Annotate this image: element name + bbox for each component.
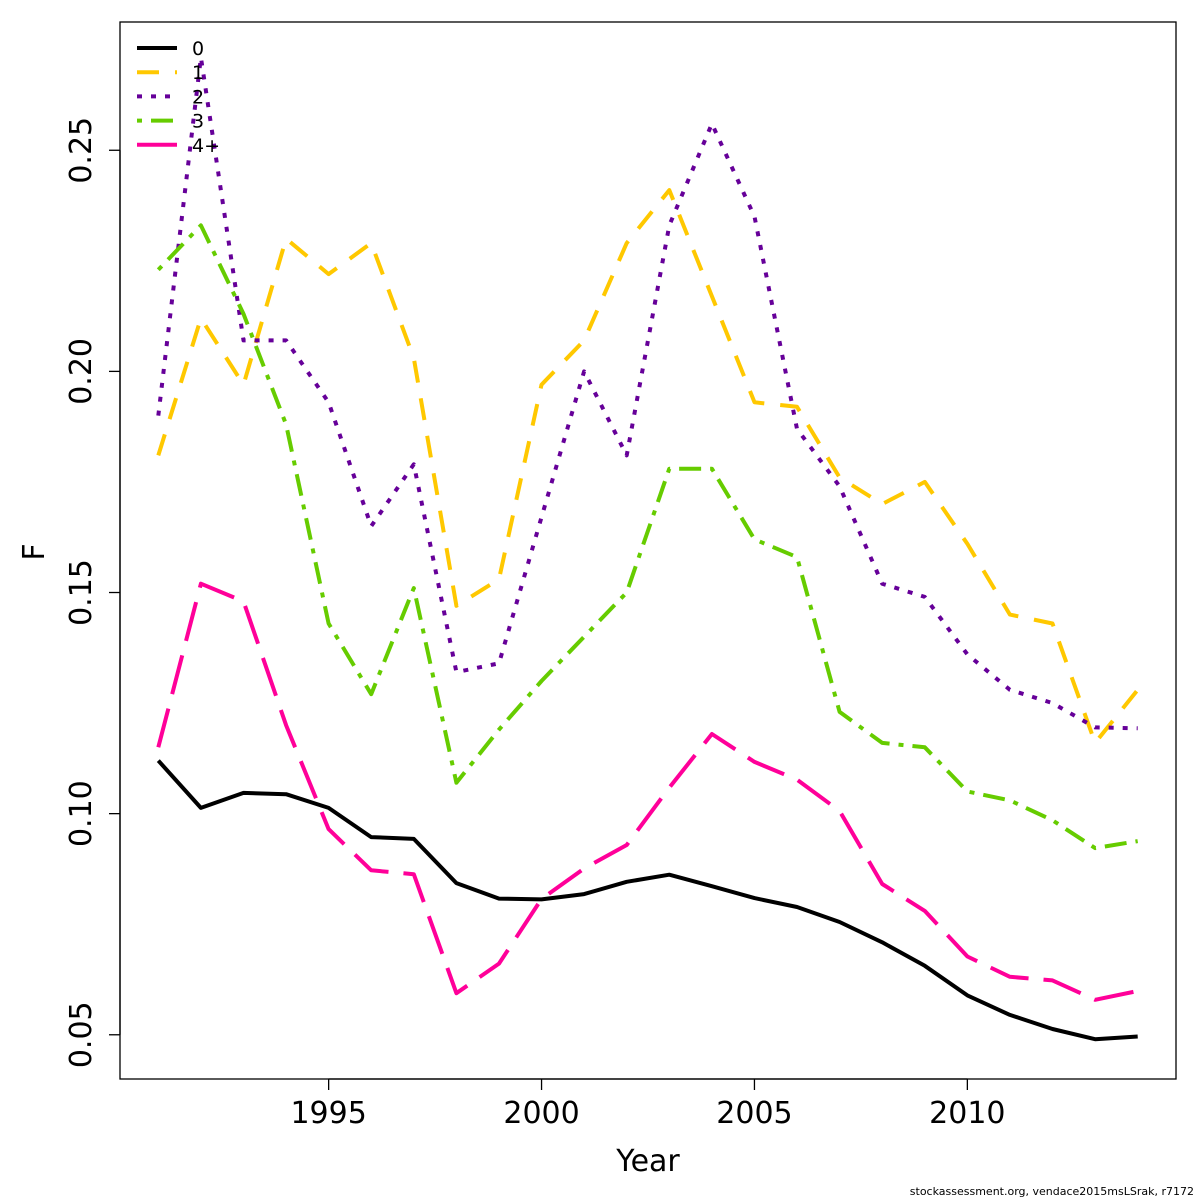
y-tick-label: 0.25 [64, 117, 99, 184]
y-tick-label: 0.20 [64, 338, 99, 405]
x-tick-label: 2010 [929, 1096, 1005, 1131]
x-axis: 1995 2000 2005 2010 [290, 1078, 1006, 1131]
legend: 012 34+ [137, 38, 220, 157]
x-tick-label: 2005 [716, 1096, 792, 1131]
series-line-3 [156, 223, 1139, 851]
legend-label: 0 [192, 38, 204, 60]
series-line-2 [156, 55, 1138, 731]
y-axis-title: F [17, 543, 52, 560]
x-axis-title: Year [615, 1144, 680, 1179]
series-line-1 [156, 188, 1140, 745]
y-axis: 0.05 0.10 0.15 0.20 0.25 [64, 117, 121, 1068]
y-tick-label: 0.15 [64, 559, 99, 626]
footer-credit: stockassessment.org, vendace2015msLSrak,… [909, 1185, 1194, 1198]
x-tick-label: 1995 [290, 1096, 366, 1131]
plot-box [119, 21, 1177, 1080]
y-tick-label: 0.10 [64, 780, 99, 847]
series-line-0 [156, 759, 1138, 1042]
legend-label: 4+ [192, 135, 220, 157]
legend-label: 2 [192, 86, 204, 108]
y-tick-label: 0.05 [64, 1001, 99, 1068]
series-line-4plus [156, 581, 1139, 1002]
series-layer [156, 55, 1140, 1042]
legend-label: 1 [192, 62, 204, 84]
legend-label: 3 [192, 111, 204, 133]
x-tick-label: 2000 [503, 1096, 579, 1131]
